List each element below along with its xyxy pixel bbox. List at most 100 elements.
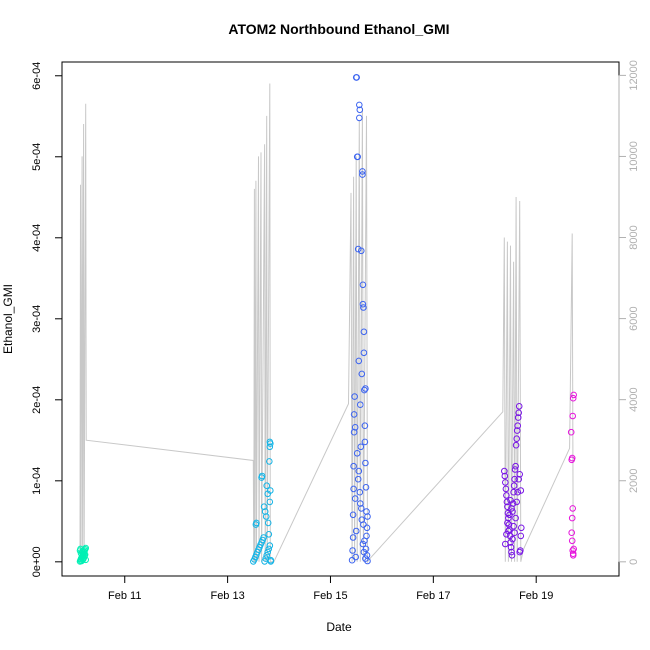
x-tick-label: Feb 13 [210,590,244,602]
data-point [349,511,357,519]
data-point [505,514,512,522]
data-point [517,532,525,540]
data-point [569,505,577,512]
data-point [514,414,522,421]
y-tick-label: 1e-04 [31,467,43,495]
data-point [359,300,367,308]
data-point [353,450,361,457]
data-point [511,475,518,483]
data-point [358,505,365,512]
data-point [506,526,513,533]
y2-tick-label: 0 [628,559,640,565]
data-point [265,545,273,553]
data-point [258,472,266,480]
data-point [77,545,84,553]
data-point [567,428,575,436]
data-point [517,487,525,494]
x-tick-label: Feb 15 [313,590,347,602]
data-point [516,471,524,478]
data-point [263,482,271,490]
data-point [361,386,368,394]
data-point [266,458,273,465]
altitude-line [79,83,574,564]
data-point [503,492,510,499]
data-point [364,513,371,520]
data-point [350,485,357,493]
y-axis-label: Ethanol_GMI [1,284,15,354]
data-point [507,543,515,551]
data-point [359,540,367,548]
data-point [357,401,364,409]
data-point [509,535,516,543]
data-point [508,552,516,559]
y2-tick-label: 8000 [628,225,640,249]
y2-tick-label: 6000 [628,306,640,330]
data-point [361,537,368,545]
data-point [354,153,362,161]
data-point [361,422,369,430]
data-point [517,547,524,554]
y-tick-label: 0e+00 [31,546,43,577]
data-point [360,349,368,357]
data-point [503,531,510,538]
x-tick-label: Feb 19 [519,590,553,602]
data-point [502,485,510,493]
data-point [569,412,577,420]
data-point [360,304,367,311]
y-tick-label: 3e-04 [31,305,43,333]
data-point [356,114,363,122]
data-point [510,522,517,530]
data-point [362,555,369,562]
points-layer [76,74,578,565]
data-point [502,540,509,548]
series-2 [250,438,275,565]
x-tick-label: Feb 11 [108,590,141,602]
data-point [350,462,357,470]
data-point [351,393,358,400]
data-point [362,385,369,392]
data-point [568,454,576,462]
data-point [359,168,366,175]
data-point [511,466,519,473]
data-point [568,514,576,522]
y-axis: 0e+00 1e-04 2e-04 3e-04 4e-04 5e-04 6e-04 [31,62,63,577]
data-point [349,534,357,541]
data-point [264,519,272,527]
data-point [515,403,523,410]
y-tick-label: 4e-04 [31,224,43,252]
y2-tick-label: 2000 [628,468,640,492]
data-point [350,411,358,418]
y2-tick-label: 4000 [628,387,640,411]
data-point [351,495,359,502]
data-point [81,552,88,560]
y2-tick-label: 10000 [628,141,640,172]
data-point [513,435,521,443]
data-point [518,524,525,532]
data-point [355,467,363,475]
data-point [349,547,356,554]
data-point [354,475,362,483]
data-point [352,553,360,561]
data-point [505,527,512,535]
data-point [568,537,576,545]
series-5 [567,391,578,559]
data-point [512,514,519,522]
data-point [512,462,519,470]
data-point [355,357,363,365]
data-point [568,529,576,537]
data-point [357,500,364,507]
x-axis: Feb 11 Feb 13 Feb 15 Feb 17 Feb 19 [108,575,553,602]
data-point [570,545,578,553]
data-point [511,529,518,537]
data-point [363,508,370,515]
data-point [266,498,274,506]
data-point [504,509,512,517]
data-point [515,475,523,483]
data-point [508,505,515,512]
data-point [82,556,89,564]
data-point [510,482,518,490]
series-1 [76,544,89,565]
data-point [260,503,268,511]
data-point [264,548,272,556]
data-point [513,427,521,434]
